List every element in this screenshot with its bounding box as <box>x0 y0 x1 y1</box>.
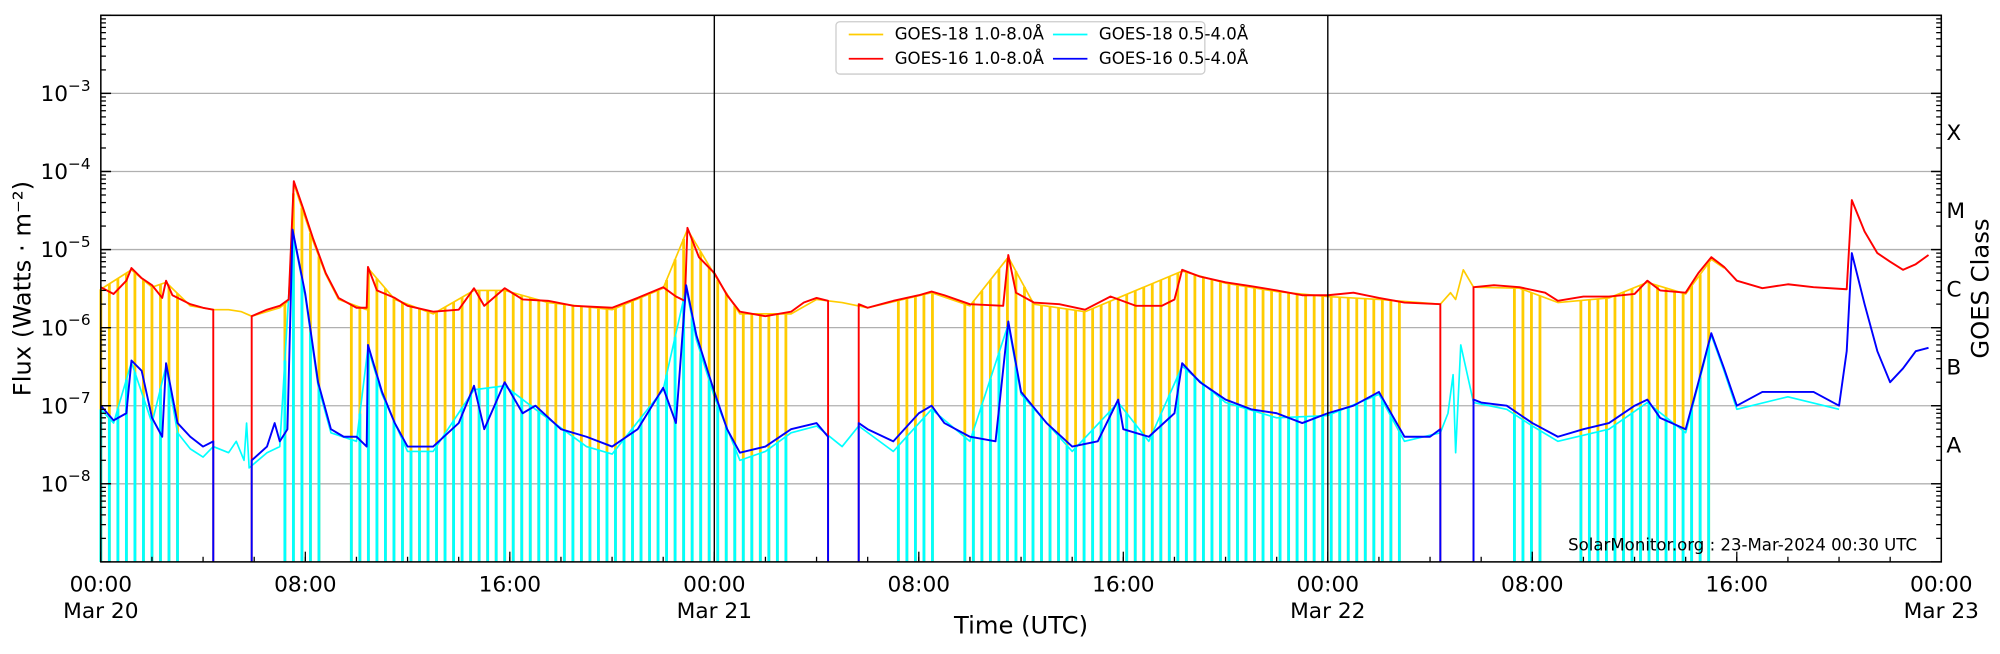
series-line-goes18-long <box>100 182 1725 318</box>
day-boundaries <box>713 15 1329 562</box>
y-tick-label: 10−4 <box>40 155 90 185</box>
x-tick-sublabel: Mar 22 <box>1290 599 1365 624</box>
legend-label: GOES-18 1.0-8.0Å <box>895 25 1045 44</box>
x-tick-label: 00:00 <box>683 572 745 597</box>
goes-class-label: X <box>1946 121 1961 146</box>
right-axis-label: GOES Class <box>1966 219 1995 359</box>
series-line-goes16-short <box>100 228 1929 562</box>
goes-class-label: B <box>1946 355 1961 380</box>
y-axis-label: Flux (Watts · m⁻²) <box>8 181 37 396</box>
y-tick-label: 10−3 <box>40 77 90 107</box>
legend-box <box>835 21 1206 75</box>
y-tick-label: 10−8 <box>40 467 90 497</box>
legend: GOES-18 1.0-8.0Å GOES-18 0.5-4.0Å GOES-16 … <box>835 21 1249 75</box>
goes-class-label: C <box>1946 277 1961 302</box>
source-annotation: SolarMonitor.org : 23-Mar-2024 00:30 UTC <box>1568 535 1917 554</box>
legend-label: GOES-18 0.5-4.0Å <box>1099 25 1249 44</box>
x-tick-label: 16:00 <box>479 572 541 597</box>
x-tick-label: 00:00 <box>70 572 132 597</box>
y-tick-label: 10−6 <box>40 311 90 341</box>
x-tick-label: 16:00 <box>1706 572 1768 597</box>
series-line-goes16-long <box>100 180 1930 562</box>
x-tick-label: 00:00 <box>1910 572 1972 597</box>
x-tick-label: 08:00 <box>274 572 336 597</box>
series-lines <box>100 180 1930 562</box>
legend-label: GOES-16 0.5-4.0Å <box>1099 49 1249 68</box>
goes-class-label: M <box>1946 199 1965 224</box>
x-tick-label: 00:00 <box>1297 572 1359 597</box>
x-tick-label: 08:00 <box>1501 572 1563 597</box>
x-tick-label: 08:00 <box>888 572 950 597</box>
x-tick-sublabel: Mar 23 <box>1904 599 1979 624</box>
legend-label: GOES-16 1.0-8.0Å <box>895 49 1045 68</box>
x-tick-label: 16:00 <box>1092 572 1154 597</box>
grid <box>100 92 1942 485</box>
x-axis-label: Time (UTC) <box>953 610 1088 639</box>
y-tick-label: 10−7 <box>40 389 90 419</box>
goes-class-label: A <box>1946 433 1961 458</box>
x-tick-sublabel: Mar 21 <box>677 599 752 624</box>
y-tick-label: 10−5 <box>40 233 90 263</box>
series-line-goes18-short <box>100 230 1840 469</box>
x-tick-sublabel: Mar 20 <box>63 599 138 624</box>
fill-stripes <box>99 193 1711 562</box>
